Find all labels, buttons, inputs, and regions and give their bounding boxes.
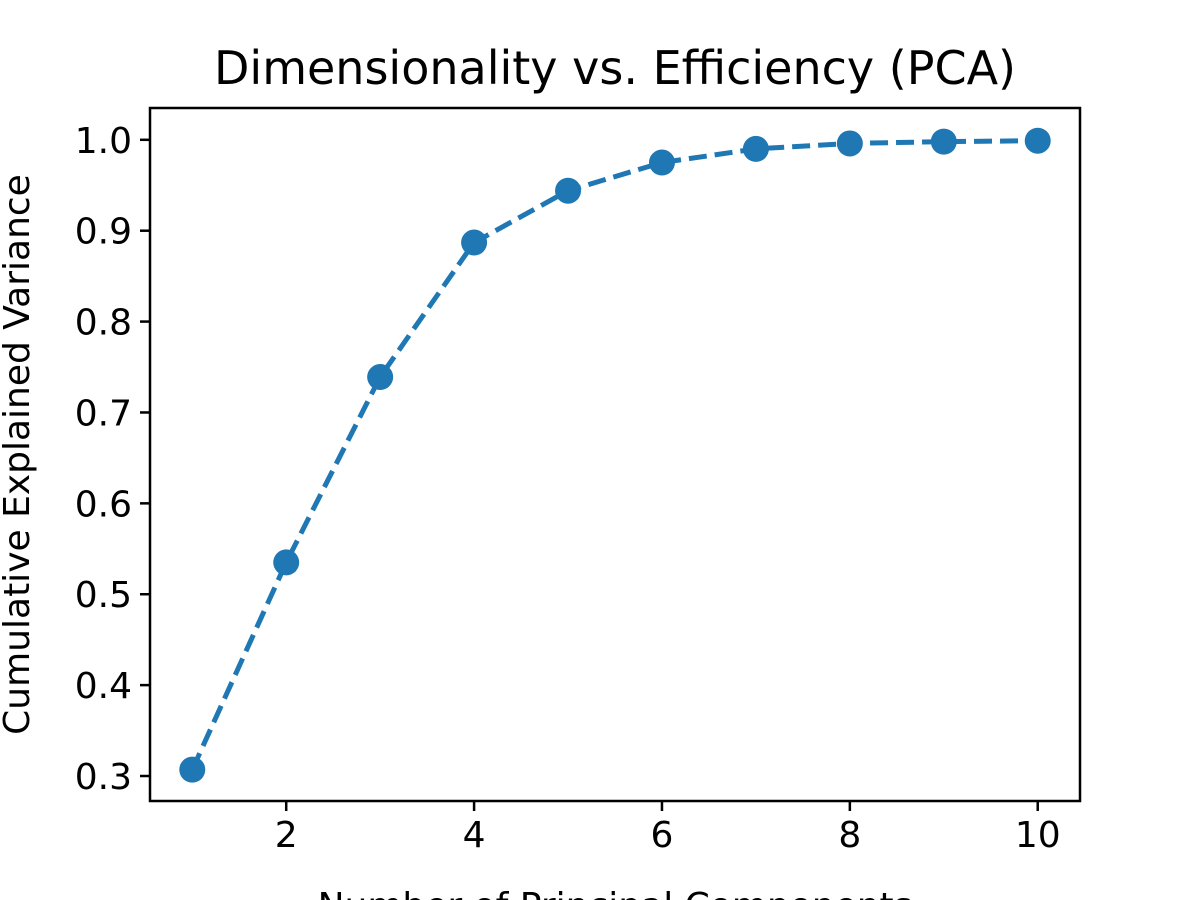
y-tick-label: 0.7 (75, 393, 132, 434)
y-tick-label: 0.9 (75, 212, 132, 253)
x-axis-label: Number of Principal Components (318, 886, 913, 900)
data-point (648, 149, 675, 176)
data-point (742, 135, 769, 162)
y-tick-label: 0.3 (75, 757, 132, 798)
x-tick-label: 8 (838, 815, 861, 856)
data-point (1024, 127, 1051, 154)
y-tick-label: 0.8 (75, 303, 132, 344)
data-point (836, 130, 863, 157)
x-tick-label: 6 (651, 815, 674, 856)
x-tick-label: 10 (1015, 815, 1061, 856)
y-tick-label: 1.0 (75, 121, 132, 162)
plot-area (179, 127, 1051, 783)
y-tick-label: 0.6 (75, 484, 132, 525)
plot-frame (148, 106, 1082, 803)
x-axis: 2 4 6 8 10 (275, 801, 1061, 856)
data-point (179, 756, 206, 783)
chart-title: Dimensionality vs. Efficiency (PCA) (214, 41, 1016, 95)
x-tick-label: 4 (463, 815, 486, 856)
data-point (930, 128, 957, 155)
data-point (273, 549, 300, 576)
series-line (189, 138, 1038, 771)
data-point (555, 177, 582, 204)
data-point (367, 364, 394, 391)
x-tick-label: 2 (275, 815, 298, 856)
y-axis: 0.3 0.4 0.5 0.6 0.7 0.8 0.9 1.0 (75, 121, 150, 798)
y-tick-label: 0.5 (75, 575, 132, 616)
y-axis-label: Cumulative Explained Variance (0, 174, 38, 735)
data-point (461, 229, 488, 256)
y-tick-label: 0.4 (75, 666, 132, 707)
